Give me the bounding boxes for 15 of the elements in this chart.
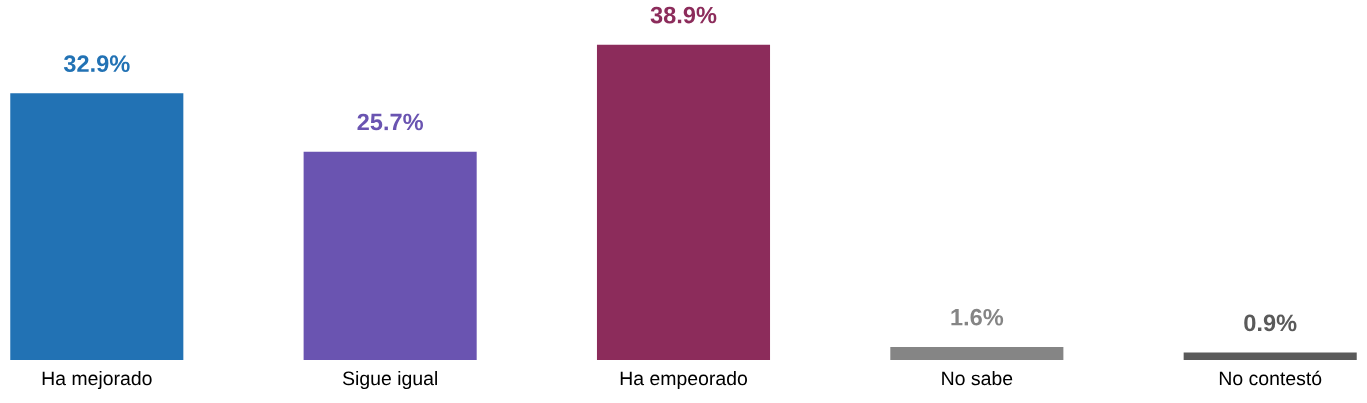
data-label: 38.9% [650, 6, 717, 24]
x-tick-label: No sabe [942, 370, 1013, 386]
data-label: 32.9% [63, 55, 130, 73]
bar [10, 93, 184, 360]
bar [890, 346, 1064, 360]
bar [303, 151, 477, 360]
x-tick-label: Ha mejorado [42, 370, 152, 390]
x-tick-label: Sigue igual [342, 370, 437, 390]
x-tick-label: Ha empeorado [620, 370, 747, 390]
data-label: 25.7% [357, 113, 424, 131]
x-tick-label: No contestó [1219, 370, 1322, 386]
bar [596, 44, 771, 360]
data-label: 0.9% [1244, 314, 1297, 332]
data-label: 1.6% [951, 308, 1004, 326]
bar [1183, 352, 1357, 360]
